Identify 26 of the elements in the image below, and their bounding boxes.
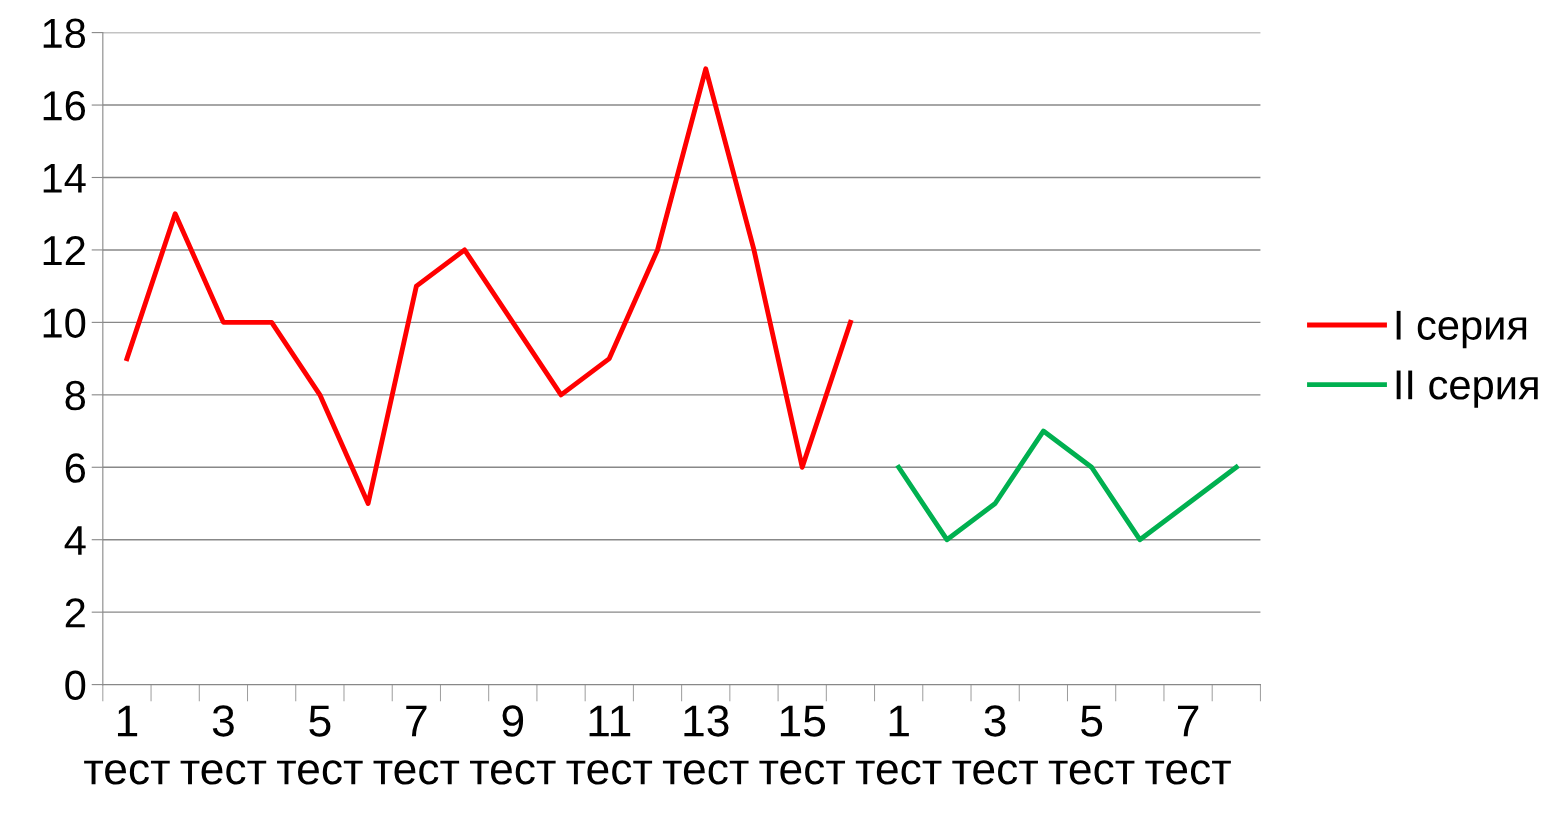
- x-tick-label: 9 тест: [469, 705, 556, 785]
- y-tick-label: 14: [43, 163, 86, 193]
- x-tick-label: 1 тест: [855, 705, 942, 785]
- x-tick-label: 7 тест: [373, 705, 460, 785]
- y-tick-label: 12: [43, 235, 85, 266]
- y-tick-label: 16: [43, 91, 86, 121]
- y-tick-label: 18: [43, 18, 86, 49]
- x-tick-label: 1 тест: [84, 705, 170, 785]
- line-series: [124, 66, 853, 506]
- y-tick-label: 0: [65, 670, 86, 701]
- x-tick-label: 3 тест: [952, 705, 1038, 785]
- y-tick-label: 10: [43, 308, 86, 338]
- x-tick-label: 7 тест: [1145, 705, 1231, 785]
- x-tick-label: 15 тест: [759, 705, 846, 785]
- y-tick-label: 2: [65, 598, 85, 628]
- line-series: [896, 428, 1239, 543]
- y-tick-label: 8: [65, 380, 86, 411]
- x-tick-label: 3 тест: [180, 705, 267, 785]
- y-tick-label: 6: [65, 453, 86, 483]
- legend-label: II серия: [1396, 370, 1538, 408]
- x-tick-label: 11 тест: [566, 705, 653, 785]
- x-tick-label: 5 тест: [1048, 705, 1135, 785]
- legend-label: I серия: [1396, 310, 1527, 349]
- y-tick-label: 4: [64, 526, 86, 555]
- x-tick-label: 5 тест: [277, 705, 363, 785]
- x-tick-label: 13 тест: [662, 705, 749, 785]
